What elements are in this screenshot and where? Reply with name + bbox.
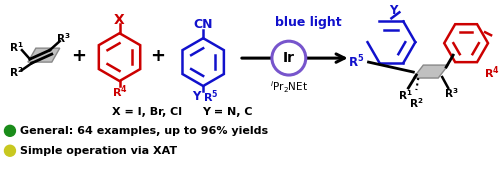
Text: CN: CN <box>194 18 213 31</box>
Polygon shape <box>28 48 60 62</box>
Text: $\mathbf{R^1}$: $\mathbf{R^1}$ <box>8 40 23 54</box>
Text: $\mathbf{R^5}$: $\mathbf{R^5}$ <box>348 54 364 70</box>
Circle shape <box>272 41 306 75</box>
Text: $\mathbf{R^4}$: $\mathbf{R^4}$ <box>112 84 128 100</box>
Text: Ir: Ir <box>283 51 295 65</box>
Text: X: X <box>114 13 125 27</box>
Text: $\mathbf{R^5}$: $\mathbf{R^5}$ <box>204 89 219 105</box>
Text: $^i$Pr$_2$NEt: $^i$Pr$_2$NEt <box>270 79 308 95</box>
Text: $\mathbf{R^3}$: $\mathbf{R^3}$ <box>444 86 458 100</box>
Circle shape <box>4 145 16 156</box>
Text: Y: Y <box>192 90 200 103</box>
Text: $\mathbf{R^2}$: $\mathbf{R^2}$ <box>409 96 424 110</box>
Text: Y: Y <box>389 4 398 17</box>
Polygon shape <box>414 65 448 78</box>
Text: Y = N, C: Y = N, C <box>202 107 252 117</box>
Text: $\mathbf{R^3}$: $\mathbf{R^3}$ <box>56 31 71 45</box>
Text: General: 64 examples, up to 96% yields: General: 64 examples, up to 96% yields <box>20 126 268 136</box>
Text: Simple operation via XAT: Simple operation via XAT <box>20 146 177 156</box>
Text: +: + <box>71 47 86 65</box>
Circle shape <box>4 125 16 136</box>
Text: $\mathbf{R^2}$: $\mathbf{R^2}$ <box>8 65 23 79</box>
Text: $\mathbf{R^4}$: $\mathbf{R^4}$ <box>484 65 500 81</box>
Text: +: + <box>150 47 165 65</box>
Text: $\mathbf{R^1}$: $\mathbf{R^1}$ <box>398 88 412 102</box>
Text: blue light: blue light <box>276 16 342 29</box>
Text: X = I, Br, Cl: X = I, Br, Cl <box>112 107 182 117</box>
